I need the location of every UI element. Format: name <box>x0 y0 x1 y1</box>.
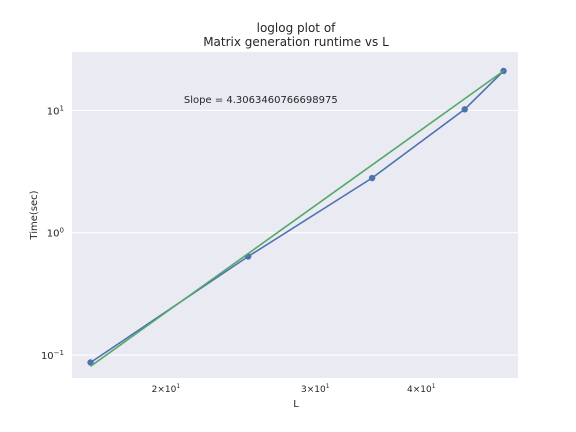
x-tick-label: 2×101 <box>152 383 181 395</box>
x-tick-exponent: 1 <box>432 383 436 390</box>
y-tick-base: 10 <box>47 106 60 117</box>
chart-title-line-2: Matrix generation runtime vs L <box>203 35 389 49</box>
y-tick-base: 10 <box>41 351 54 362</box>
series-1-point <box>369 175 375 181</box>
y-tick-exponent: 1 <box>60 104 64 112</box>
chart-title-line-1: loglog plot of <box>257 21 337 35</box>
x-tick-exponent: 1 <box>176 383 180 390</box>
y-tick-label: 10−1 <box>41 349 64 362</box>
x-tick-base: 2×10 <box>152 385 177 395</box>
x-tick-label: 4×101 <box>407 383 436 395</box>
x-axis-label: L <box>293 399 299 410</box>
series-1-point <box>462 106 468 112</box>
y-tick-label: 100 <box>47 227 64 240</box>
y-axis-label: Time(sec) <box>29 190 40 240</box>
y-tick-exponent: 0 <box>60 227 64 235</box>
x-tick-base: 3×10 <box>301 385 326 395</box>
y-tick-base: 10 <box>47 229 60 240</box>
y-tick-exponent: −1 <box>54 349 64 357</box>
x-tick-label: 3×101 <box>301 383 330 395</box>
x-tick-base: 4×10 <box>407 385 432 395</box>
x-tick-exponent: 1 <box>326 383 330 390</box>
y-tick-label: 101 <box>47 104 64 117</box>
annotation-slope: Slope = 4.3063460766698975 <box>184 95 338 106</box>
